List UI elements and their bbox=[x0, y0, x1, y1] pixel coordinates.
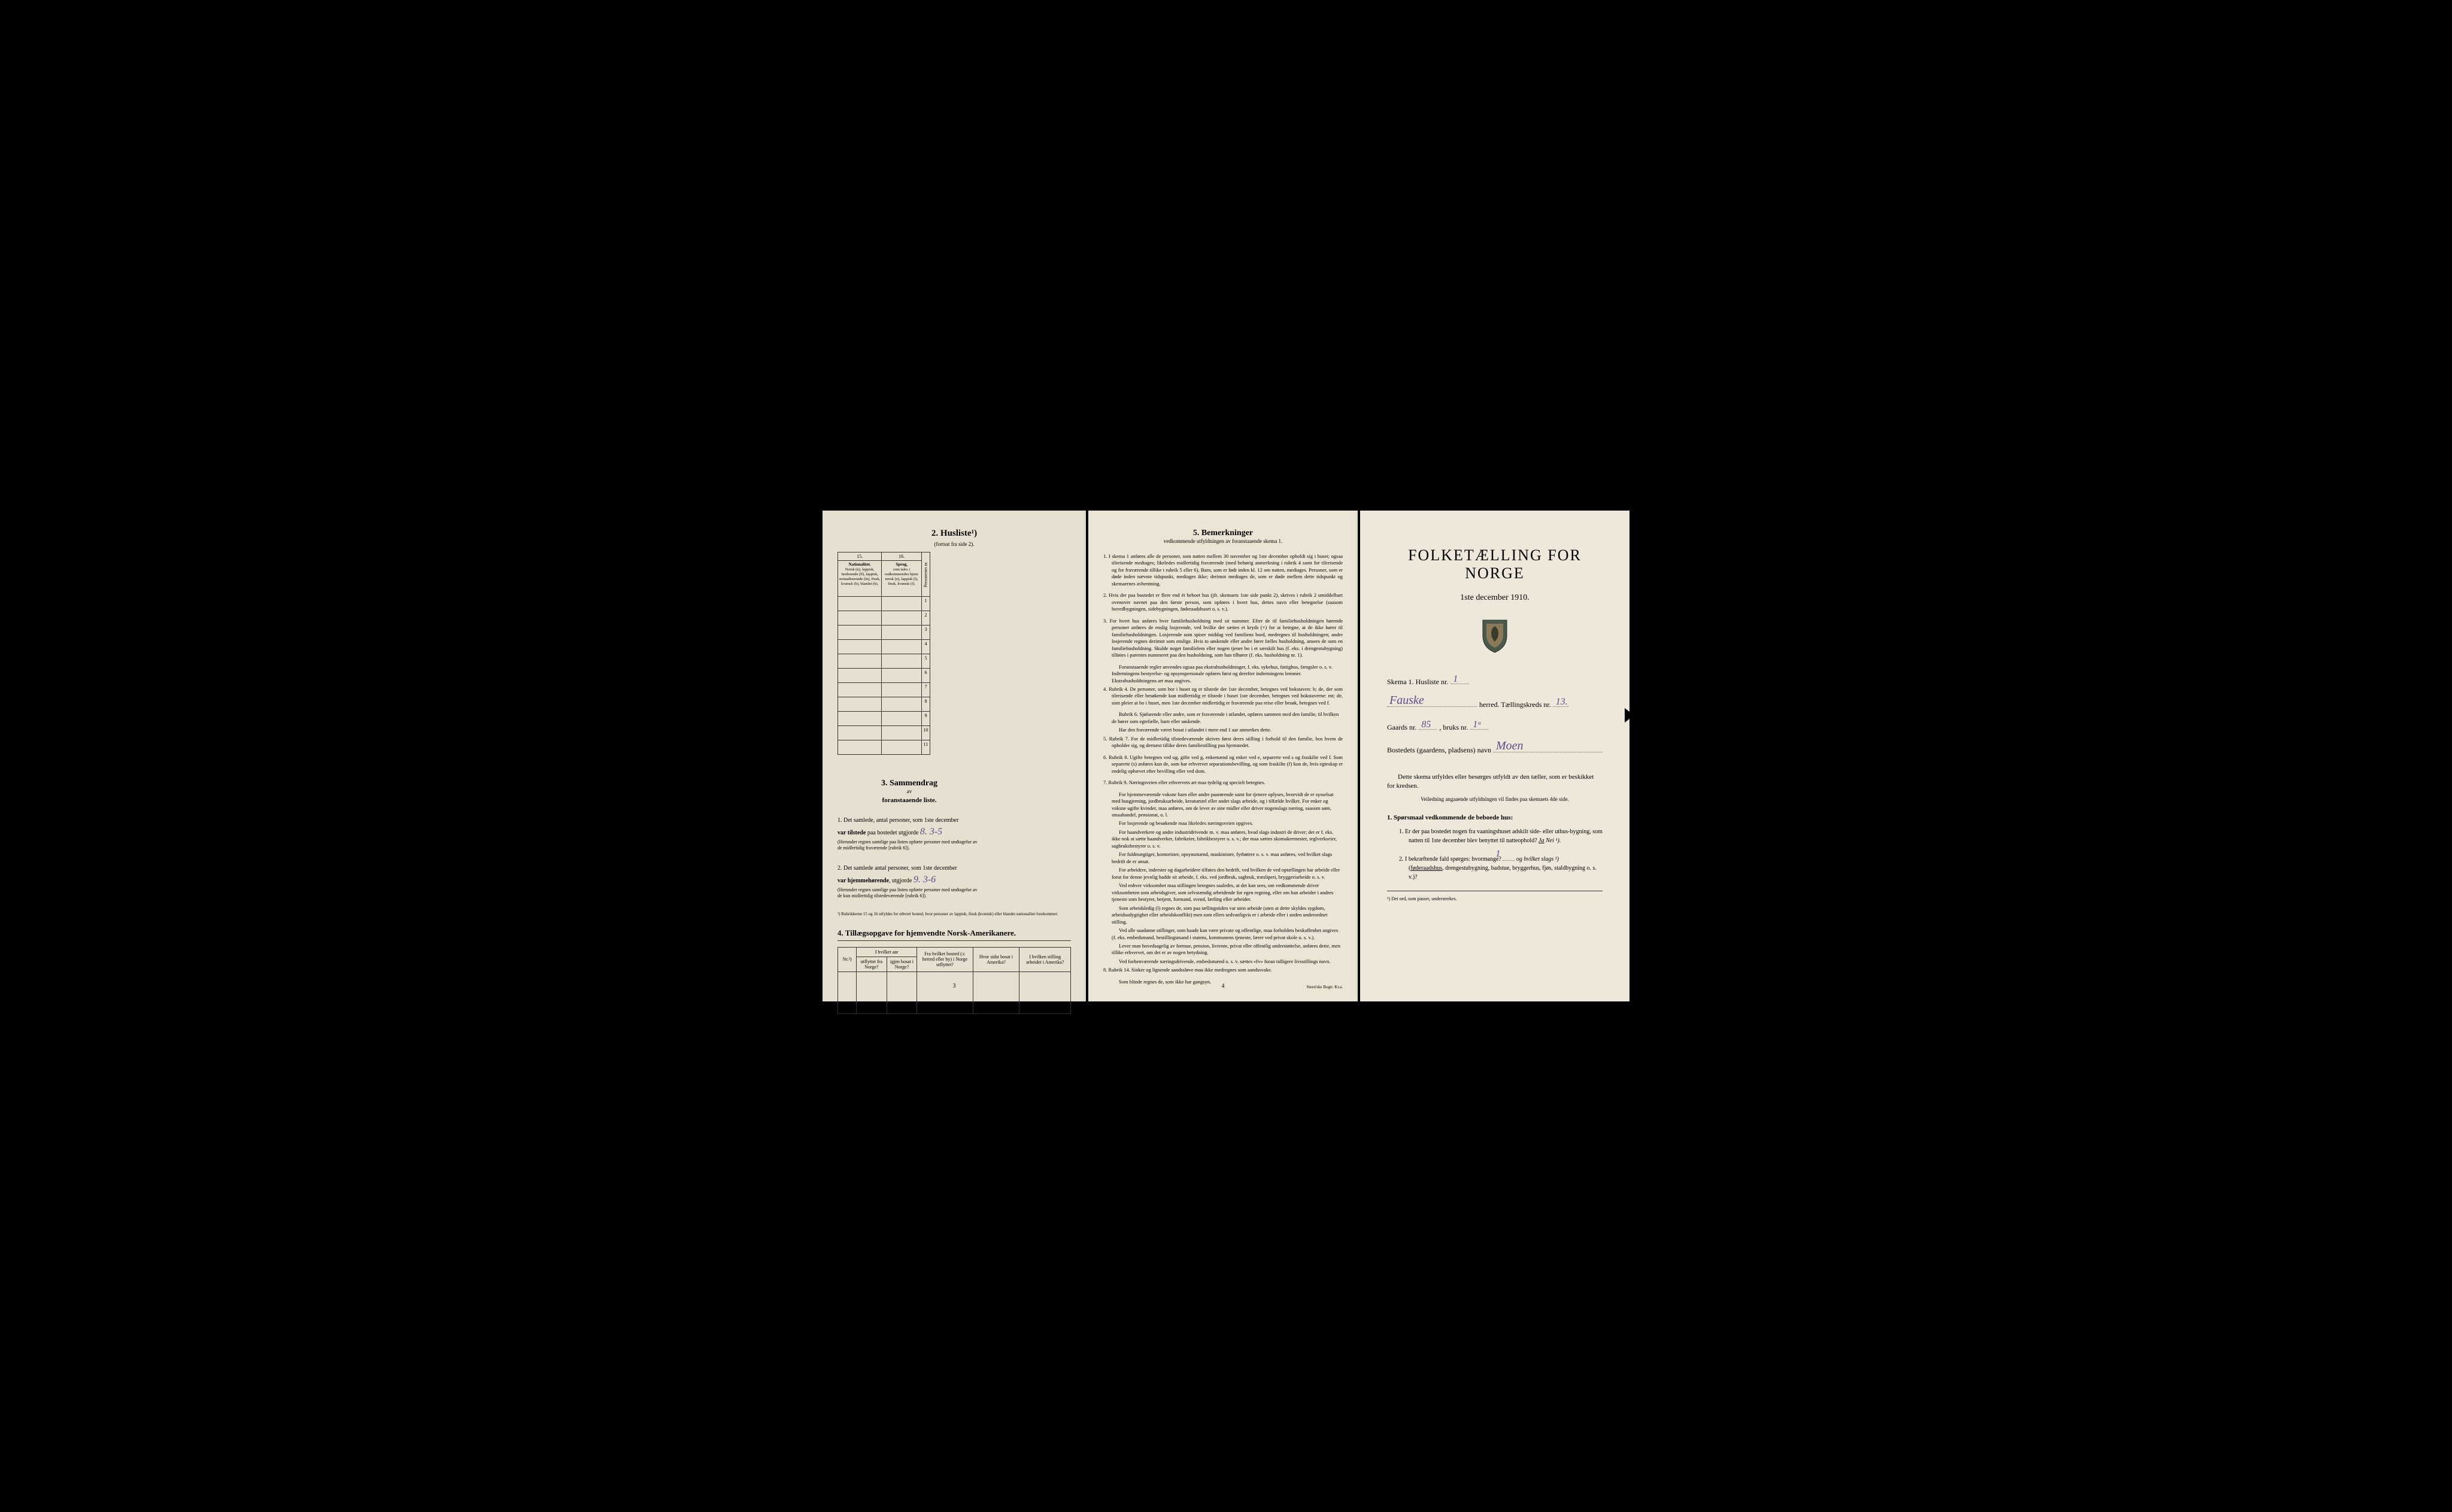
bosted-handwritten: Moen bbox=[1496, 739, 1524, 753]
remark-7-p5: For arbeidere, inderster og dagarbeidere… bbox=[1103, 867, 1343, 881]
handwritten-count-1: 8. 3-5 bbox=[920, 827, 942, 837]
intro-sub: Veiledning angaaende utfyldningen vil fi… bbox=[1387, 796, 1603, 802]
remark-7-p6: Ved enhver virksomhet maa stillingen bet… bbox=[1103, 882, 1343, 903]
remark-7-p2: For losjerende og besøkende maa likelede… bbox=[1103, 820, 1343, 827]
remark-2: 2. Hvis der paa bostedet er flere end ét… bbox=[1103, 592, 1343, 612]
sporsmaal-list: 1. Er der paa bostedet nogen fra vaaning… bbox=[1387, 827, 1603, 882]
question-1: 1. Er der paa bostedet nogen fra vaaning… bbox=[1399, 827, 1603, 845]
bruks-nr-handwritten: 1ᵃ bbox=[1473, 719, 1481, 730]
sammendrag-title: 3. Sammendrag bbox=[837, 779, 981, 788]
herred-handwritten: Fauske bbox=[1389, 694, 1424, 708]
remark-7-p4: For fuldmægtiger, kontorister, opsynsmæn… bbox=[1103, 851, 1343, 865]
summary-note-1: (Herunder regnes samtlige paa listen opf… bbox=[837, 839, 981, 852]
skema-line: Skema 1. Husliste nr. 1 bbox=[1387, 675, 1603, 687]
footnote-2: ²) ɔ: Det nr. som vedkommende har i fora… bbox=[837, 1020, 1071, 1025]
summary-item-1: 1. Det samlede, antal personer, som 1ste… bbox=[837, 816, 981, 852]
kreds-handwritten: 13. bbox=[1556, 697, 1568, 708]
remark-3: 3. For hvert hus anføres hver familiehus… bbox=[1103, 618, 1343, 659]
gaards-line: Gaards nr. 85 , bruks nr. 1ᵃ bbox=[1387, 720, 1603, 732]
remark-4: 4. Rubrik 4. De personer, som bor i huse… bbox=[1103, 686, 1343, 706]
section-5-subtitle: vedkommende utfyldningen av foranstaaend… bbox=[1103, 538, 1343, 544]
sammendrag-subtitle: foranstaaende liste. bbox=[837, 797, 981, 804]
remark-1: 1. I skema 1 anføres alle de personer, s… bbox=[1103, 553, 1343, 587]
page-number: 3 bbox=[823, 983, 1086, 989]
remark-7-p9: Lever man hovedsagelig av formue, pensio… bbox=[1103, 943, 1343, 957]
t4-col-igjen: igjen bosat i Norge? bbox=[887, 957, 917, 971]
nationality-table: 15. 16. Personernes nr. Nationalitet. No… bbox=[837, 552, 930, 755]
remark-4-extra2: Har den fraværende været bosat i utlande… bbox=[1103, 727, 1343, 733]
remark-7-p1: For hjemmeværende voksne barn eller andr… bbox=[1103, 791, 1343, 819]
remark-7-p7: Som arbeidsledig (l) regnes de, som paa … bbox=[1103, 905, 1343, 925]
remark-3-extra: Foranstaaende regler anvendes ogsaa paa … bbox=[1103, 664, 1343, 684]
herred-line: Fauske herred. Tællingskreds nr. 13. bbox=[1387, 697, 1603, 709]
edge-tab-icon bbox=[1625, 708, 1634, 722]
t4-col-fra: Fra hvilket bosted (ɔ: herred eller by) … bbox=[917, 947, 973, 971]
document-spread: 2. Husliste¹) (fortsat fra side 2). 15. … bbox=[823, 511, 1629, 1001]
col-16-num: 16. bbox=[882, 552, 922, 561]
husliste-subheader: (fortsat fra side 2). bbox=[837, 541, 1071, 547]
section-5-title: 5. Bemerkninger bbox=[1103, 529, 1343, 538]
t4-col-stilling: I hvilken stilling arbeidet i Amerika? bbox=[1019, 947, 1071, 971]
page-4: 5. Bemerkninger vedkommende utfyldningen… bbox=[1088, 511, 1358, 1001]
col-16-head: Sprog, som tales i vedkommendes hjem: no… bbox=[882, 561, 922, 597]
remark-7-p10: Ved forhenværende næringsdrivende, embed… bbox=[1103, 958, 1343, 965]
summary-note-2: (Herunder regnes samtlige paa listen opf… bbox=[837, 887, 981, 900]
t4-col-aar: I hvilket aar bbox=[857, 947, 917, 957]
remark-6: 6. Rubrik 8. Ugifte betegnes ved ug, gif… bbox=[1103, 754, 1343, 775]
table-row bbox=[838, 971, 1071, 1013]
remark-7: 7. Rubrik 9. Næringsveien eller erhverve… bbox=[1103, 779, 1343, 786]
gaards-nr-handwritten: 85 bbox=[1421, 719, 1431, 730]
remark-7-p8: Ved alle saadanne stillinger, som baade … bbox=[1103, 927, 1343, 941]
norsk-amerikanere-table: Nr.²) I hvilket aar Fra hvilket bosted (… bbox=[837, 947, 1071, 1014]
answer-nei: Nei ¹). bbox=[1546, 837, 1561, 844]
t4-col-utflyttet: utflyttet fra Norge? bbox=[857, 957, 887, 971]
summary-item-2: 2. Det samlede antal personer, som 1ste … bbox=[837, 864, 981, 900]
section-4-title: 4. Tillægsopgave for hjemvendte Norsk-Am… bbox=[837, 928, 1071, 941]
remarks-list: 1. I skema 1 anføres alle de personer, s… bbox=[1103, 553, 1343, 985]
remark-8: 8. Rubrik 14. Sinker og lignende aandssl… bbox=[1103, 967, 1343, 973]
q2-options: (føderaadshus, drengestubygning, badstue… bbox=[1409, 865, 1597, 881]
sammendrag-section: 3. Sammendrag av foranstaaende liste. 1.… bbox=[837, 755, 981, 912]
remark-4-extra1: Rubrik 6. Sjøfarende eller andre, som er… bbox=[1103, 711, 1343, 725]
remark-7-p3: For haandverkere og andre industridriven… bbox=[1103, 829, 1343, 849]
col-15-num: 15. bbox=[838, 552, 882, 561]
answer-ja: Ja bbox=[1538, 837, 1544, 844]
census-date: 1ste december 1910. bbox=[1387, 593, 1603, 603]
footnote-1: ¹) Rubrikkerne 15 og 16 utfyldes for eth… bbox=[837, 912, 1071, 916]
printer-mark: Steen'ske Bogtr. Kr.a. bbox=[1306, 985, 1343, 989]
sammendrag-av: av bbox=[837, 788, 981, 794]
sporsmaal-title: 1. Spørsmaal vedkommende de beboede hus: bbox=[1387, 814, 1603, 821]
page3-footnote: ¹) Det ord, som passer, understrekes. bbox=[1387, 896, 1603, 901]
page-cover: FOLKETÆLLING FOR NORGE 1ste december 191… bbox=[1360, 511, 1629, 1001]
remark-5: 5. Rubrik 7. For de midlertidig tilstede… bbox=[1103, 736, 1343, 749]
husliste-header: 2. Husliste¹) bbox=[837, 529, 1071, 539]
t4-col-nr: Nr.²) bbox=[838, 947, 857, 971]
col-15-head: Nationalitet. Norsk (n), lappisk, fastbo… bbox=[838, 561, 882, 597]
page-3: 2. Husliste¹) (fortsat fra side 2). 15. … bbox=[823, 511, 1086, 1001]
husliste-nr-handwritten: 1 bbox=[1453, 674, 1458, 685]
t4-col-hvor: Hvor sidst bosat i Amerika? bbox=[973, 947, 1019, 971]
intro-text: Dette skema utfyldes eller besørges utfy… bbox=[1387, 773, 1603, 791]
coat-of-arms-icon bbox=[1387, 618, 1603, 657]
col-person-nr: Personernes nr. bbox=[922, 552, 930, 597]
main-title: FOLKETÆLLING FOR NORGE bbox=[1387, 546, 1603, 582]
handwritten-count-2: 9. 3-6 bbox=[914, 875, 936, 885]
bosted-line: Bostedets (gaardens, pladsens) navn Moen bbox=[1387, 743, 1603, 755]
question-2: 2. I bekræftende fald spørges: hvormange… bbox=[1399, 851, 1603, 882]
